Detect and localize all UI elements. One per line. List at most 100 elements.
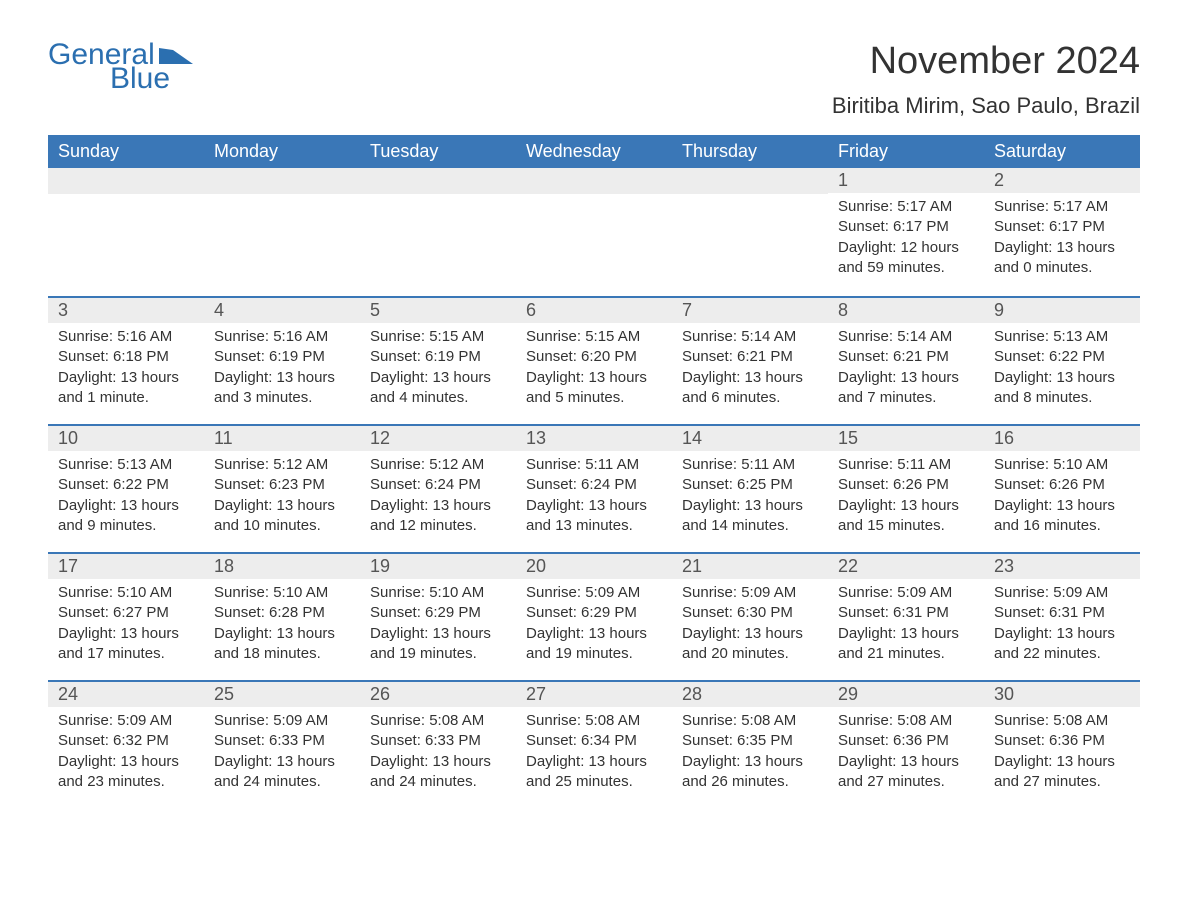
sunrise-text: Sunrise: 5:14 AM [838, 327, 974, 347]
sunset-text: Sunset: 6:22 PM [994, 347, 1130, 367]
daylight-text: Daylight: 13 hours and 10 minutes. [214, 496, 350, 537]
weekday-header: Tuesday [360, 135, 516, 168]
sunset-text: Sunset: 6:23 PM [214, 475, 350, 495]
empty-day [672, 168, 828, 194]
day-body: Sunrise: 5:09 AMSunset: 6:31 PMDaylight:… [828, 579, 984, 672]
day-body: Sunrise: 5:11 AMSunset: 6:25 PMDaylight:… [672, 451, 828, 544]
day-number: 27 [516, 680, 672, 707]
sunrise-text: Sunrise: 5:17 AM [838, 197, 974, 217]
calendar-day-cell: 11Sunrise: 5:12 AMSunset: 6:23 PMDayligh… [204, 424, 360, 552]
day-number: 18 [204, 552, 360, 579]
calendar-day-cell: 2Sunrise: 5:17 AMSunset: 6:17 PMDaylight… [984, 168, 1140, 296]
sunset-text: Sunset: 6:28 PM [214, 603, 350, 623]
sunrise-text: Sunrise: 5:09 AM [58, 711, 194, 731]
calendar-day-cell [672, 168, 828, 296]
day-body: Sunrise: 5:10 AMSunset: 6:29 PMDaylight:… [360, 579, 516, 672]
daylight-text: Daylight: 13 hours and 15 minutes. [838, 496, 974, 537]
daylight-text: Daylight: 13 hours and 17 minutes. [58, 624, 194, 665]
calendar-day-cell: 13Sunrise: 5:11 AMSunset: 6:24 PMDayligh… [516, 424, 672, 552]
sunset-text: Sunset: 6:17 PM [838, 217, 974, 237]
sunset-text: Sunset: 6:21 PM [682, 347, 818, 367]
day-number: 14 [672, 424, 828, 451]
calendar-day-cell: 21Sunrise: 5:09 AMSunset: 6:30 PMDayligh… [672, 552, 828, 680]
daylight-text: Daylight: 13 hours and 24 minutes. [214, 752, 350, 793]
daylight-text: Daylight: 13 hours and 5 minutes. [526, 368, 662, 409]
sunset-text: Sunset: 6:27 PM [58, 603, 194, 623]
sunrise-text: Sunrise: 5:10 AM [370, 583, 506, 603]
daylight-text: Daylight: 13 hours and 14 minutes. [682, 496, 818, 537]
calendar-day-cell [204, 168, 360, 296]
daylight-text: Daylight: 13 hours and 9 minutes. [58, 496, 194, 537]
day-body: Sunrise: 5:08 AMSunset: 6:36 PMDaylight:… [984, 707, 1140, 800]
calendar-day-cell: 8Sunrise: 5:14 AMSunset: 6:21 PMDaylight… [828, 296, 984, 424]
sunset-text: Sunset: 6:36 PM [994, 731, 1130, 751]
day-body: Sunrise: 5:08 AMSunset: 6:35 PMDaylight:… [672, 707, 828, 800]
sunrise-text: Sunrise: 5:13 AM [58, 455, 194, 475]
sunrise-text: Sunrise: 5:10 AM [58, 583, 194, 603]
sunrise-text: Sunrise: 5:09 AM [526, 583, 662, 603]
day-number: 29 [828, 680, 984, 707]
calendar-day-cell: 20Sunrise: 5:09 AMSunset: 6:29 PMDayligh… [516, 552, 672, 680]
calendar-day-cell: 1Sunrise: 5:17 AMSunset: 6:17 PMDaylight… [828, 168, 984, 296]
day-body: Sunrise: 5:17 AMSunset: 6:17 PMDaylight:… [984, 193, 1140, 286]
calendar-day-cell [48, 168, 204, 296]
sunset-text: Sunset: 6:29 PM [370, 603, 506, 623]
day-body: Sunrise: 5:13 AMSunset: 6:22 PMDaylight:… [984, 323, 1140, 416]
day-body: Sunrise: 5:09 AMSunset: 6:31 PMDaylight:… [984, 579, 1140, 672]
sunrise-text: Sunrise: 5:16 AM [58, 327, 194, 347]
day-number: 23 [984, 552, 1140, 579]
daylight-text: Daylight: 13 hours and 13 minutes. [526, 496, 662, 537]
calendar-day-cell: 18Sunrise: 5:10 AMSunset: 6:28 PMDayligh… [204, 552, 360, 680]
day-body: Sunrise: 5:08 AMSunset: 6:36 PMDaylight:… [828, 707, 984, 800]
day-number: 15 [828, 424, 984, 451]
calendar-week-row: 3Sunrise: 5:16 AMSunset: 6:18 PMDaylight… [48, 296, 1140, 424]
day-body: Sunrise: 5:08 AMSunset: 6:33 PMDaylight:… [360, 707, 516, 800]
daylight-text: Daylight: 13 hours and 6 minutes. [682, 368, 818, 409]
sunset-text: Sunset: 6:30 PM [682, 603, 818, 623]
day-number: 21 [672, 552, 828, 579]
calendar-day-cell [360, 168, 516, 296]
day-body: Sunrise: 5:09 AMSunset: 6:29 PMDaylight:… [516, 579, 672, 672]
sunset-text: Sunset: 6:31 PM [994, 603, 1130, 623]
location-subtitle: Biritiba Mirim, Sao Paulo, Brazil [832, 93, 1140, 119]
day-body: Sunrise: 5:17 AMSunset: 6:17 PMDaylight:… [828, 193, 984, 286]
daylight-text: Daylight: 13 hours and 19 minutes. [370, 624, 506, 665]
daylight-text: Daylight: 13 hours and 21 minutes. [838, 624, 974, 665]
day-body: Sunrise: 5:15 AMSunset: 6:20 PMDaylight:… [516, 323, 672, 416]
calendar-day-cell: 12Sunrise: 5:12 AMSunset: 6:24 PMDayligh… [360, 424, 516, 552]
daylight-text: Daylight: 13 hours and 12 minutes. [370, 496, 506, 537]
day-number: 1 [828, 168, 984, 193]
day-body: Sunrise: 5:09 AMSunset: 6:33 PMDaylight:… [204, 707, 360, 800]
sunset-text: Sunset: 6:26 PM [994, 475, 1130, 495]
calendar-day-cell: 14Sunrise: 5:11 AMSunset: 6:25 PMDayligh… [672, 424, 828, 552]
day-number: 4 [204, 296, 360, 323]
day-number: 12 [360, 424, 516, 451]
day-number: 2 [984, 168, 1140, 193]
sunset-text: Sunset: 6:29 PM [526, 603, 662, 623]
calendar-day-cell [516, 168, 672, 296]
weekday-header: Saturday [984, 135, 1140, 168]
daylight-text: Daylight: 13 hours and 25 minutes. [526, 752, 662, 793]
sunrise-text: Sunrise: 5:09 AM [994, 583, 1130, 603]
calendar-table: Sunday Monday Tuesday Wednesday Thursday… [48, 135, 1140, 808]
sunset-text: Sunset: 6:31 PM [838, 603, 974, 623]
daylight-text: Daylight: 13 hours and 7 minutes. [838, 368, 974, 409]
sunrise-text: Sunrise: 5:16 AM [214, 327, 350, 347]
day-body: Sunrise: 5:11 AMSunset: 6:26 PMDaylight:… [828, 451, 984, 544]
logo-word-2: Blue [110, 64, 193, 94]
sunrise-text: Sunrise: 5:17 AM [994, 197, 1130, 217]
calendar-week-row: 17Sunrise: 5:10 AMSunset: 6:27 PMDayligh… [48, 552, 1140, 680]
sunrise-text: Sunrise: 5:15 AM [370, 327, 506, 347]
sunrise-text: Sunrise: 5:08 AM [838, 711, 974, 731]
day-number: 28 [672, 680, 828, 707]
day-number: 9 [984, 296, 1140, 323]
day-body: Sunrise: 5:10 AMSunset: 6:26 PMDaylight:… [984, 451, 1140, 544]
sunset-text: Sunset: 6:21 PM [838, 347, 974, 367]
calendar-day-cell: 17Sunrise: 5:10 AMSunset: 6:27 PMDayligh… [48, 552, 204, 680]
calendar-week-row: 10Sunrise: 5:13 AMSunset: 6:22 PMDayligh… [48, 424, 1140, 552]
sunset-text: Sunset: 6:33 PM [214, 731, 350, 751]
sunset-text: Sunset: 6:24 PM [526, 475, 662, 495]
page-title: November 2024 [832, 40, 1140, 83]
day-number: 5 [360, 296, 516, 323]
sunrise-text: Sunrise: 5:12 AM [370, 455, 506, 475]
